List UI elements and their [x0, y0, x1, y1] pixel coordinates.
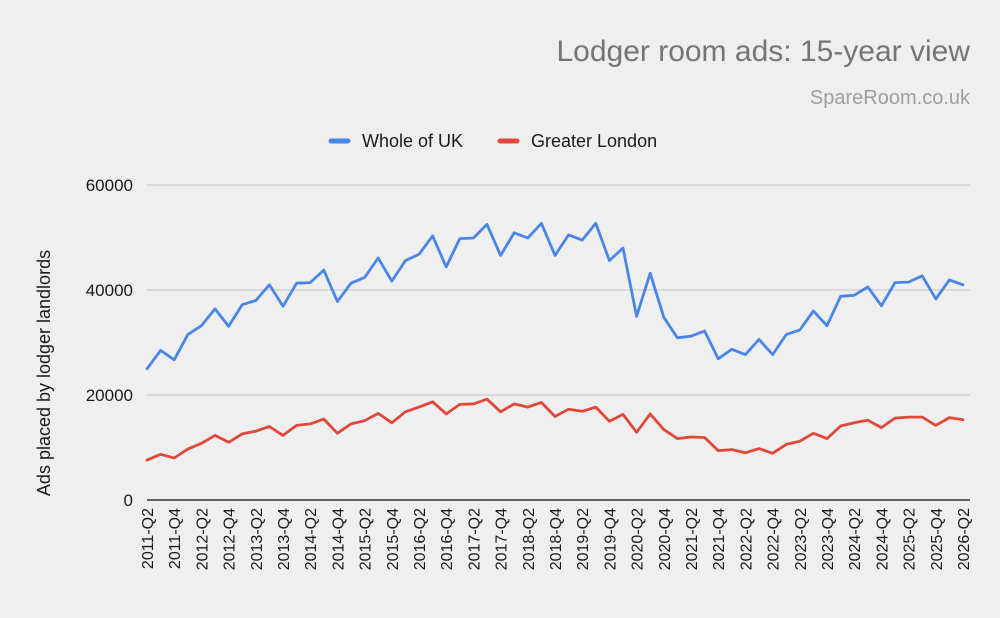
- x-tick-label: 2021-Q2: [684, 508, 701, 570]
- x-tick-label: 2015-Q4: [385, 508, 402, 570]
- x-tick-label: 2014-Q2: [303, 508, 320, 570]
- chart-title: Lodger room ads: 15-year view: [556, 35, 970, 68]
- series-line-1: [145, 397, 965, 462]
- x-tick-label: 2011-Q4: [167, 508, 184, 569]
- x-tick-label: 2022-Q4: [766, 508, 783, 570]
- x-tick-label: 2023-Q4: [820, 508, 837, 570]
- chart-subtitle: SpareRoom.co.uk: [810, 87, 971, 109]
- x-tick-label: 2016-Q2: [412, 508, 429, 570]
- x-tick-label: 2015-Q2: [358, 508, 375, 570]
- y-axis-label: Ads placed by lodger landlords: [34, 250, 54, 496]
- x-tick-label: 2011-Q2: [140, 508, 157, 569]
- x-tick-label: 2020-Q2: [630, 508, 647, 570]
- legend-label: Greater London: [531, 131, 657, 151]
- x-tick-label: 2014-Q4: [330, 508, 347, 570]
- x-tick-label: 2012-Q2: [194, 508, 211, 570]
- x-tick-label: 2025-Q4: [929, 508, 946, 570]
- series-lines: [145, 221, 965, 462]
- x-tick-label: 2017-Q2: [466, 508, 483, 570]
- x-tick-label: 2025-Q2: [902, 508, 919, 570]
- x-tick-label: 2024-Q2: [847, 508, 864, 570]
- legend: Whole of UK Greater London: [328, 131, 657, 151]
- y-tick-label: 20000: [86, 386, 133, 405]
- x-tick-label: 2023-Q2: [793, 508, 810, 570]
- x-tick-label: 2020-Q4: [657, 508, 674, 570]
- x-tick-label: 2018-Q4: [548, 508, 565, 570]
- legend-label: Whole of UK: [362, 131, 463, 151]
- x-tick-label: 2024-Q4: [874, 508, 891, 570]
- x-tick-label: 2013-Q4: [276, 508, 293, 570]
- x-tick-label: 2016-Q4: [439, 508, 456, 570]
- x-tick-label: 2026-Q2: [956, 508, 973, 570]
- x-tick-label: 2013-Q2: [249, 508, 266, 570]
- series-line-0: [145, 221, 965, 371]
- x-tick-label: 2021-Q4: [711, 508, 728, 570]
- x-tick-label: 2019-Q2: [575, 508, 592, 570]
- y-tick-label: 0: [124, 491, 133, 510]
- x-tick-label: 2018-Q2: [521, 508, 538, 570]
- y-tick-label: 60000: [86, 176, 133, 195]
- x-tick-label: 2022-Q2: [738, 508, 755, 570]
- x-tick-label: 2012-Q4: [222, 508, 239, 570]
- x-axis-ticks: 2011-Q2 2011-Q4 2012-Q2 2012-Q4 2013-Q2 2013-…: [140, 508, 973, 570]
- gridlines: [147, 184, 970, 501]
- x-tick-label: 2019-Q4: [602, 508, 619, 570]
- x-tick-label: 2017-Q4: [494, 508, 511, 570]
- y-tick-label: 40000: [86, 281, 133, 300]
- y-axis-ticks: 0 20000 40000 60000: [86, 176, 133, 510]
